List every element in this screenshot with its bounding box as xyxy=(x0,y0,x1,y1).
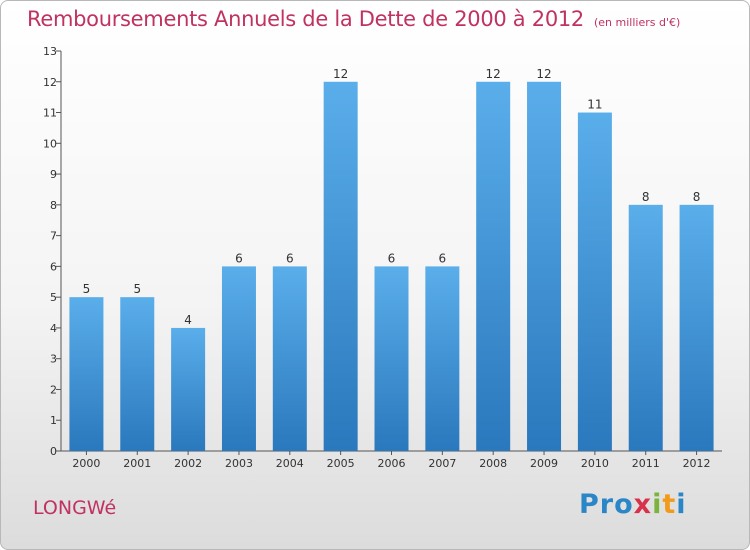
y-tick-label: 9 xyxy=(50,168,57,181)
y-tick-label: 0 xyxy=(50,445,57,458)
bar xyxy=(69,297,104,451)
bar xyxy=(272,266,307,451)
commune-name: LONGWé xyxy=(33,497,117,519)
y-tick-label: 7 xyxy=(50,230,57,243)
chart-bars xyxy=(69,81,714,452)
logo-part-i1: i xyxy=(652,489,663,520)
bar xyxy=(476,81,511,452)
bar-value-label: 12 xyxy=(536,67,551,81)
y-tick-label: 8 xyxy=(50,199,57,212)
bar xyxy=(323,81,358,452)
bar-value-label: 11 xyxy=(587,98,602,112)
y-tick-label: 4 xyxy=(50,322,57,335)
chart-unit: (en milliers d'€) xyxy=(594,16,681,29)
bar-value-label: 4 xyxy=(184,313,192,327)
y-tick-label: 1 xyxy=(50,414,57,427)
bar-value-label: 12 xyxy=(486,67,501,81)
chart-title-text: Remboursements Annuels de la Dette de 20… xyxy=(27,7,584,31)
y-tick-label: 3 xyxy=(50,353,57,366)
bar xyxy=(221,266,256,451)
x-tick-label: 2003 xyxy=(225,457,253,470)
x-tick-label: 2007 xyxy=(428,457,456,470)
y-tick-label: 6 xyxy=(50,260,57,273)
x-tick-label: 2006 xyxy=(378,457,406,470)
bar xyxy=(577,112,612,452)
x-tick-label: 2012 xyxy=(683,457,711,470)
x-tick-label: 2000 xyxy=(72,457,100,470)
logo-part-t: t xyxy=(662,489,677,520)
x-tick-label: 2009 xyxy=(530,457,558,470)
bar xyxy=(679,204,714,451)
bar xyxy=(628,204,663,451)
x-tick-label: 2002 xyxy=(174,457,202,470)
x-tick-label: 2008 xyxy=(479,457,507,470)
bar-value-label: 6 xyxy=(388,251,396,265)
bar xyxy=(374,266,409,451)
logo-part-pro: Pro xyxy=(579,489,634,520)
bar-value-label: 6 xyxy=(286,251,294,265)
bar xyxy=(171,327,206,451)
x-tick-label: 2001 xyxy=(123,457,151,470)
y-tick-label: 13 xyxy=(43,45,57,58)
x-tick-label: 2010 xyxy=(581,457,609,470)
bar-value-label: 5 xyxy=(83,282,91,296)
bar-value-label: 8 xyxy=(642,190,650,204)
bar-value-label: 8 xyxy=(693,190,701,204)
bar xyxy=(425,266,460,451)
chart-data-labels: 5 5 4 6 6 12 6 6 12 12 11 8 8 xyxy=(83,67,701,327)
bar xyxy=(527,81,562,452)
chart-title: Remboursements Annuels de la Dette de 20… xyxy=(27,7,680,31)
y-tick-label: 10 xyxy=(43,137,57,150)
y-tick-label: 11 xyxy=(43,107,57,120)
bar xyxy=(120,297,155,451)
y-tick-label: 2 xyxy=(50,383,57,396)
bar-value-label: 6 xyxy=(439,251,447,265)
logo-part-x: x xyxy=(633,489,653,520)
chart-x-ticks: 2000 2001 2002 2003 2004 2005 2006 2007 2008 2009… xyxy=(72,451,711,470)
x-tick-label: 2005 xyxy=(327,457,355,470)
logo-part-i2: i xyxy=(676,489,687,520)
y-tick-label: 12 xyxy=(43,76,57,89)
bar-value-label: 12 xyxy=(333,67,348,81)
proxiti-logo: Proxiti xyxy=(579,489,687,520)
bar-value-label: 6 xyxy=(235,251,243,265)
x-tick-label: 2004 xyxy=(276,457,304,470)
x-tick-label: 2011 xyxy=(632,457,660,470)
bar-value-label: 5 xyxy=(133,282,141,296)
y-tick-label: 5 xyxy=(50,291,57,304)
